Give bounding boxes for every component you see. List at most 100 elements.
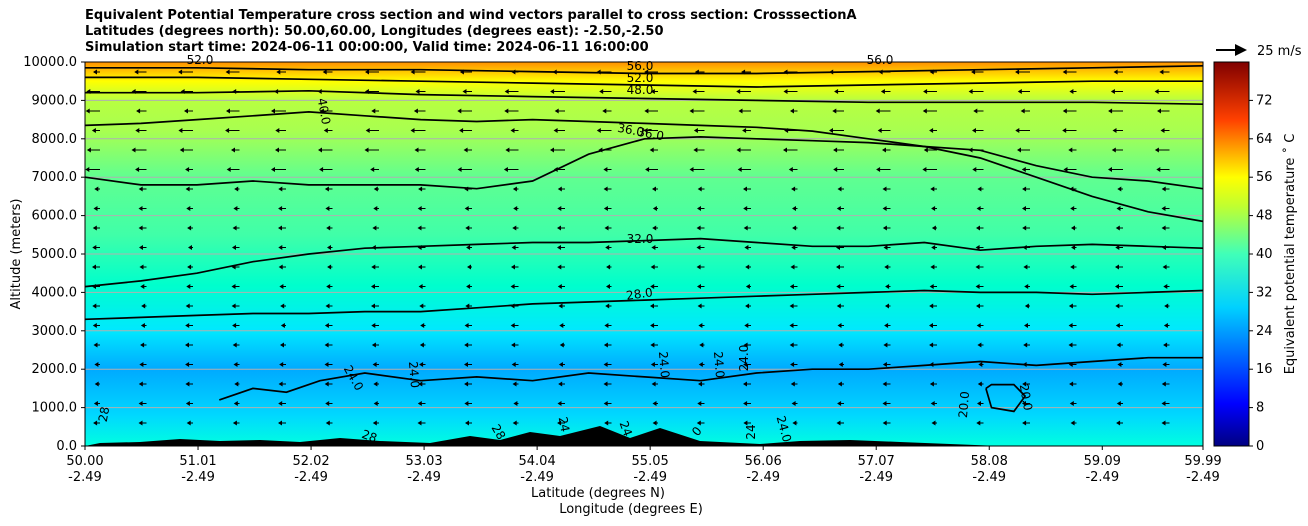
wind-vector-head — [418, 381, 423, 387]
wind-vector-head — [86, 147, 91, 153]
wind-vector-head — [91, 128, 96, 133]
wind-vector-head — [829, 128, 833, 133]
contour-label: 24.0 — [406, 361, 422, 389]
colorbar-tick-label: 8 — [1256, 401, 1264, 416]
wind-vector-head — [92, 323, 97, 328]
wind-vector-head — [1062, 108, 1067, 114]
wind-vector-head — [877, 128, 882, 133]
wind-vector-head — [789, 323, 794, 328]
wind-vector-head — [324, 381, 329, 387]
wind-vector-head — [930, 264, 935, 270]
wind-vector-head — [1069, 401, 1074, 406]
wind-vector-head — [559, 342, 564, 348]
wind-vector-head — [652, 186, 656, 192]
wind-vector-head — [1069, 284, 1074, 289]
wind-vector-head — [1116, 420, 1121, 426]
wind-vector-head — [789, 303, 794, 309]
wind-vector-head — [603, 167, 608, 172]
wind-vector-head — [1063, 167, 1068, 172]
wind-vector-head — [603, 401, 608, 406]
wind-vector-head — [185, 186, 190, 192]
wind-vector-head — [606, 284, 610, 289]
wind-vector-head — [743, 362, 748, 367]
wind-vector-head — [882, 381, 887, 387]
wind-vector-head — [365, 69, 369, 75]
x-tick-label-lon: -2.49 — [972, 470, 1006, 485]
wind-vector-head — [596, 128, 601, 133]
wind-vector-head — [883, 245, 888, 250]
wind-vector-head — [373, 206, 378, 211]
wind-vector-head — [832, 108, 837, 114]
wind-vector-head — [1071, 225, 1075, 231]
wind-vector-head — [326, 284, 331, 289]
wind-vector-head — [977, 381, 982, 387]
contour-32 — [85, 237, 1203, 288]
colorbar: 0 8 16 24 32 40 48 56 64 72 Equivalent potential … — [1213, 61, 1298, 454]
wind-vector-head — [791, 401, 796, 406]
wind-vector-head — [278, 420, 282, 426]
wind-vector-head — [697, 401, 702, 406]
wind-vector-head — [135, 128, 140, 133]
wind-vector-head — [278, 264, 283, 270]
wind-vector-head — [978, 362, 983, 367]
wind-vector-head — [875, 108, 880, 114]
x-tick-label-lat: 52.02 — [292, 454, 329, 469]
wind-vector-head — [85, 167, 90, 172]
x-tick-label-lat: 59.99 — [1184, 454, 1221, 469]
contour-48 — [85, 89, 1203, 106]
wind-vector-head — [1022, 186, 1027, 192]
wind-vector-head — [929, 381, 934, 387]
wind-vector-head — [922, 167, 927, 172]
wind-vector-head — [280, 323, 285, 328]
wind-vector-head — [325, 206, 330, 211]
wind-vector-head — [744, 323, 749, 328]
wind-vector-head — [511, 264, 515, 270]
wind-vector-head — [557, 264, 562, 270]
wind-vector-head — [1022, 401, 1026, 406]
wind-vector-head — [833, 167, 838, 172]
wind-vector-head — [417, 206, 422, 211]
wind-vector-head — [139, 245, 143, 250]
wind-vector-head — [603, 206, 608, 211]
wind-vector-head — [1022, 420, 1027, 426]
wind-vector-head — [420, 323, 425, 328]
wind-vector-head — [1115, 303, 1120, 309]
wind-vector-head — [689, 167, 694, 172]
wind-vector-head — [976, 206, 981, 211]
wind-vector-head — [650, 323, 655, 328]
y-tick-label: 5000.0 — [32, 247, 78, 262]
wind-vector-head — [372, 362, 377, 367]
wind-vector-head — [977, 401, 981, 406]
wind-vector-head — [1017, 147, 1021, 153]
wind-vector-head — [135, 167, 140, 172]
wind-vector-head — [697, 303, 702, 309]
wind-vector-head — [876, 167, 881, 172]
x-tick-label-lon: -2.49 — [859, 470, 893, 485]
wind-vector-head — [930, 186, 935, 192]
wind-vector-head — [697, 284, 701, 289]
wind-vector-head — [234, 186, 239, 192]
x-tick-label-lon: -2.49 — [407, 470, 441, 485]
wind-vector-head — [837, 381, 842, 387]
wind-vector-head — [972, 128, 976, 133]
wind-vector-head — [323, 128, 328, 133]
wind-vector-head — [1154, 89, 1159, 94]
wind-vector-head — [557, 186, 562, 192]
wind-vector-head — [1022, 225, 1027, 231]
wind-vector-head — [833, 147, 838, 153]
wind-vector-head — [279, 362, 284, 367]
contour-20 — [985, 383, 1027, 413]
wind-vector-head — [882, 186, 887, 192]
wind-vector-head — [94, 186, 99, 192]
wind-vector-head — [745, 303, 750, 309]
wind-vector-head — [371, 342, 376, 348]
wind-vector-head — [1024, 323, 1028, 328]
wind-vector-head — [743, 225, 748, 231]
wind-vector-head — [606, 264, 611, 270]
wind-vector-head — [931, 245, 936, 250]
wind-vector-head — [94, 362, 99, 367]
wind-vector-head — [188, 245, 192, 250]
wind-vector-head — [885, 284, 890, 289]
wind-vector-head — [976, 420, 981, 426]
wind-vector-head — [1156, 167, 1161, 172]
